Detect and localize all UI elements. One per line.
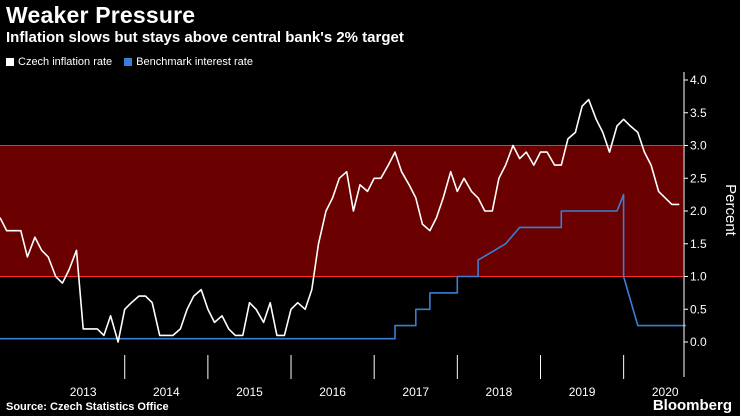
y-tick-label: 0.0 [690,335,707,349]
series-line-interest-rate [0,193,686,340]
source-note: Source: Czech Statistics Office [6,401,169,413]
legend-label-rate: Benchmark interest rate [136,56,253,68]
legend-swatch-inflation [6,58,14,66]
legend-label-inflation: Czech inflation rate [18,56,113,68]
y-axis-title: Percent [722,184,739,237]
x-tick-label: 2017 [402,385,429,399]
chart-title: Weaker Pressure [6,2,196,28]
x-tick-label: 2015 [236,385,263,399]
y-tick-label: 2.0 [690,204,707,218]
y-tick-label: 1.0 [690,270,707,284]
series-line-inflation [0,98,680,343]
legend-item-inflation: Czech inflation rate [6,56,112,68]
y-tick-label: 3.0 [690,139,707,153]
x-tick-label: 2014 [153,385,180,399]
x-tick-label: 2013 [70,385,97,399]
y-tick-label: 0.5 [690,302,707,316]
y-tick-label: 1.5 [690,237,707,251]
legend-swatch-rate [124,58,133,66]
chart-legend: Czech inflation rate Benchmark interest … [6,56,253,68]
chart-subtitle: Inflation slows but stays above central … [6,29,404,46]
legend-item-rate: Benchmark interest rate [124,56,253,68]
x-tick-label: 2016 [319,385,346,399]
x-tick-label: 2018 [486,385,513,399]
bloomberg-logo: Bloomberg [652,397,732,414]
y-tick-label: 4.0 [690,73,707,87]
x-tick-label: 2019 [569,385,596,399]
y-tick-label: 3.5 [690,106,707,120]
y-tick-label: 2.5 [690,171,707,185]
x-tick-label: 2020 [652,385,679,399]
